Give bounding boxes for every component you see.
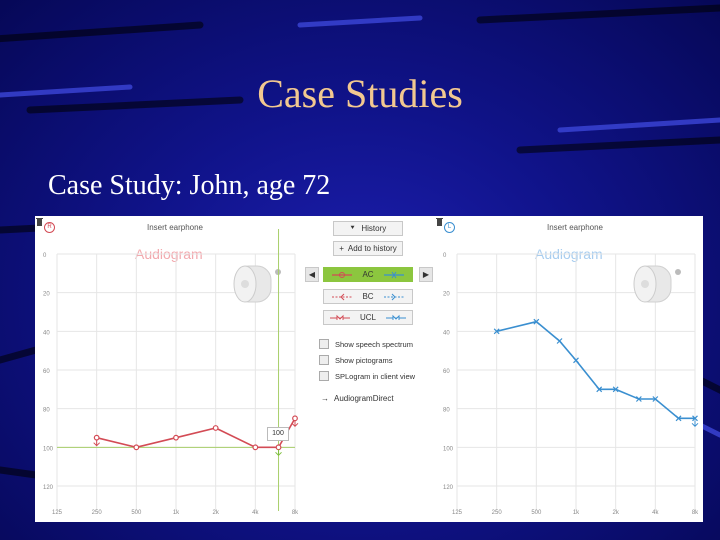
control-column [315,216,435,522]
y-tick-label: 80 [443,408,450,414]
x-tick-label: 1k [573,510,580,516]
ac-right-marker-icon [332,271,353,278]
history-button-label: History [361,224,387,233]
ucl-mode-button[interactable]: UCL [323,310,413,325]
arrow-left-icon: ◀ [308,270,316,279]
value-tooltip: 100 [267,427,289,441]
data-point[interactable] [556,338,563,344]
data-point[interactable] [173,434,179,441]
data-point[interactable] [133,444,140,451]
splogram-label: SPLogram in client view [335,372,416,381]
data-point[interactable] [652,396,659,402]
ac-mode-button[interactable]: AC [323,267,413,282]
y-tick-label: 120 [443,485,454,491]
right-header-label[interactable]: Insert earphone [546,223,604,232]
prev-arrow-button[interactable]: ◀ [305,267,319,282]
y-tick-label: 80 [43,408,50,414]
x-tick-label: 4k [252,510,259,516]
ac-left-marker-icon [383,271,404,278]
speech-spectrum-checkbox[interactable] [319,339,329,349]
x-tick-label: 4k [652,510,659,516]
data-point[interactable] [93,434,101,447]
right-ear-panel: R Insert earphone Audiogram 0 20 40 60 80 100… [35,216,315,522]
threshold-line [96,417,296,449]
ucl-right-marker-icon [329,314,350,320]
x-tick-label: 250 [92,510,103,516]
data-point[interactable] [533,318,540,325]
earphone-icon [233,265,281,303]
x-tick-label: 500 [131,510,142,516]
y-tick-label: 40 [43,330,50,336]
pictograms-checkbox[interactable] [319,355,329,365]
plus-icon: + [339,244,344,253]
pictograms-label: Show pictograms [335,356,393,365]
audiogram-direct-label: AudiogramDirect [334,394,394,403]
speech-spectrum-label: Show speech spectrum [335,340,413,349]
grid [456,253,696,511]
x-tick-label: 125 [52,510,63,516]
history-button[interactable]: ⯆ History [333,221,403,236]
y-tick-label: 60 [443,369,450,375]
right-ear-badge[interactable]: R [44,222,55,233]
ucl-left-marker-icon [386,314,406,320]
y-tick-label: 60 [43,369,50,375]
data-point[interactable] [635,396,642,402]
y-tick-label: 40 [443,330,450,336]
ac-label: AC [362,270,374,279]
x-tick-label: 500 [531,510,542,516]
audiogram-app: R Insert earphone Audiogram 0 20 40 60 80 100… [35,216,703,522]
x-tick-label: 2k [212,510,219,516]
x-tick-label: 125 [452,510,463,516]
y-tick-label: 120 [43,485,54,491]
data-point[interactable] [691,415,699,428]
data-point[interactable] [573,357,579,364]
add-history-label: Add to history [347,244,397,253]
splogram-checkbox[interactable] [319,371,329,381]
data-point[interactable] [675,415,682,422]
data-point[interactable] [212,425,219,431]
earphone-icon [633,265,681,303]
data-point[interactable] [252,444,259,451]
right-audiogram-chart[interactable]: 0 20 40 60 80 100 120 125 250 500 1k 2k 4k 8k [435,216,715,522]
x-tick-label: 8k [292,510,299,516]
bc-left-marker-icon [383,293,404,300]
add-to-history-button[interactable]: + Add to history [333,241,403,256]
data-point[interactable] [275,444,282,457]
slide-subtitle: Case Study: John, age 72 [48,170,331,201]
ucl-label: UCL [359,313,376,322]
y-tick-label: 0 [443,253,447,259]
arrow-right-icon: ▶ [422,270,430,279]
y-tick-label: 0 [43,253,47,259]
x-tick-label: 2k [612,510,619,516]
trash-icon[interactable] [35,216,44,226]
left-ear-badge[interactable]: L [444,222,455,233]
bc-label: BC [362,292,374,301]
audiogram-direct-link[interactable]: → AudiogramDirect [321,394,394,403]
data-point[interactable] [493,328,500,335]
left-ear-panel: L Insert earphone Audiogram 0 20 40 60 80 100… [435,216,715,522]
y-tick-label: 20 [43,292,50,298]
x-tick-label: 250 [492,510,503,516]
bc-mode-button[interactable]: BC [323,289,413,304]
data-point[interactable] [596,386,603,393]
slide-title: Case Studies [257,71,463,116]
data-point[interactable] [612,386,619,393]
chevron-double-down-icon: ⯆ [349,224,356,232]
threshold-line [496,320,695,420]
trash-icon[interactable] [435,216,444,226]
x-tick-label: 8k [692,510,699,516]
y-tick-label: 100 [443,446,454,452]
arrow-right-icon: → [321,394,329,403]
next-arrow-button[interactable]: ▶ [419,267,433,282]
y-tick-label: 100 [43,446,54,452]
x-tick-label: 1k [173,510,180,516]
y-tick-label: 20 [443,292,450,298]
left-header-label[interactable]: Insert earphone [146,223,204,232]
bc-right-marker-icon [332,293,353,300]
data-point[interactable] [291,415,299,428]
left-audiogram-chart[interactable]: 0 20 40 60 80 100 120 125 250 500 1k 2k 4k 8k [35,216,315,522]
